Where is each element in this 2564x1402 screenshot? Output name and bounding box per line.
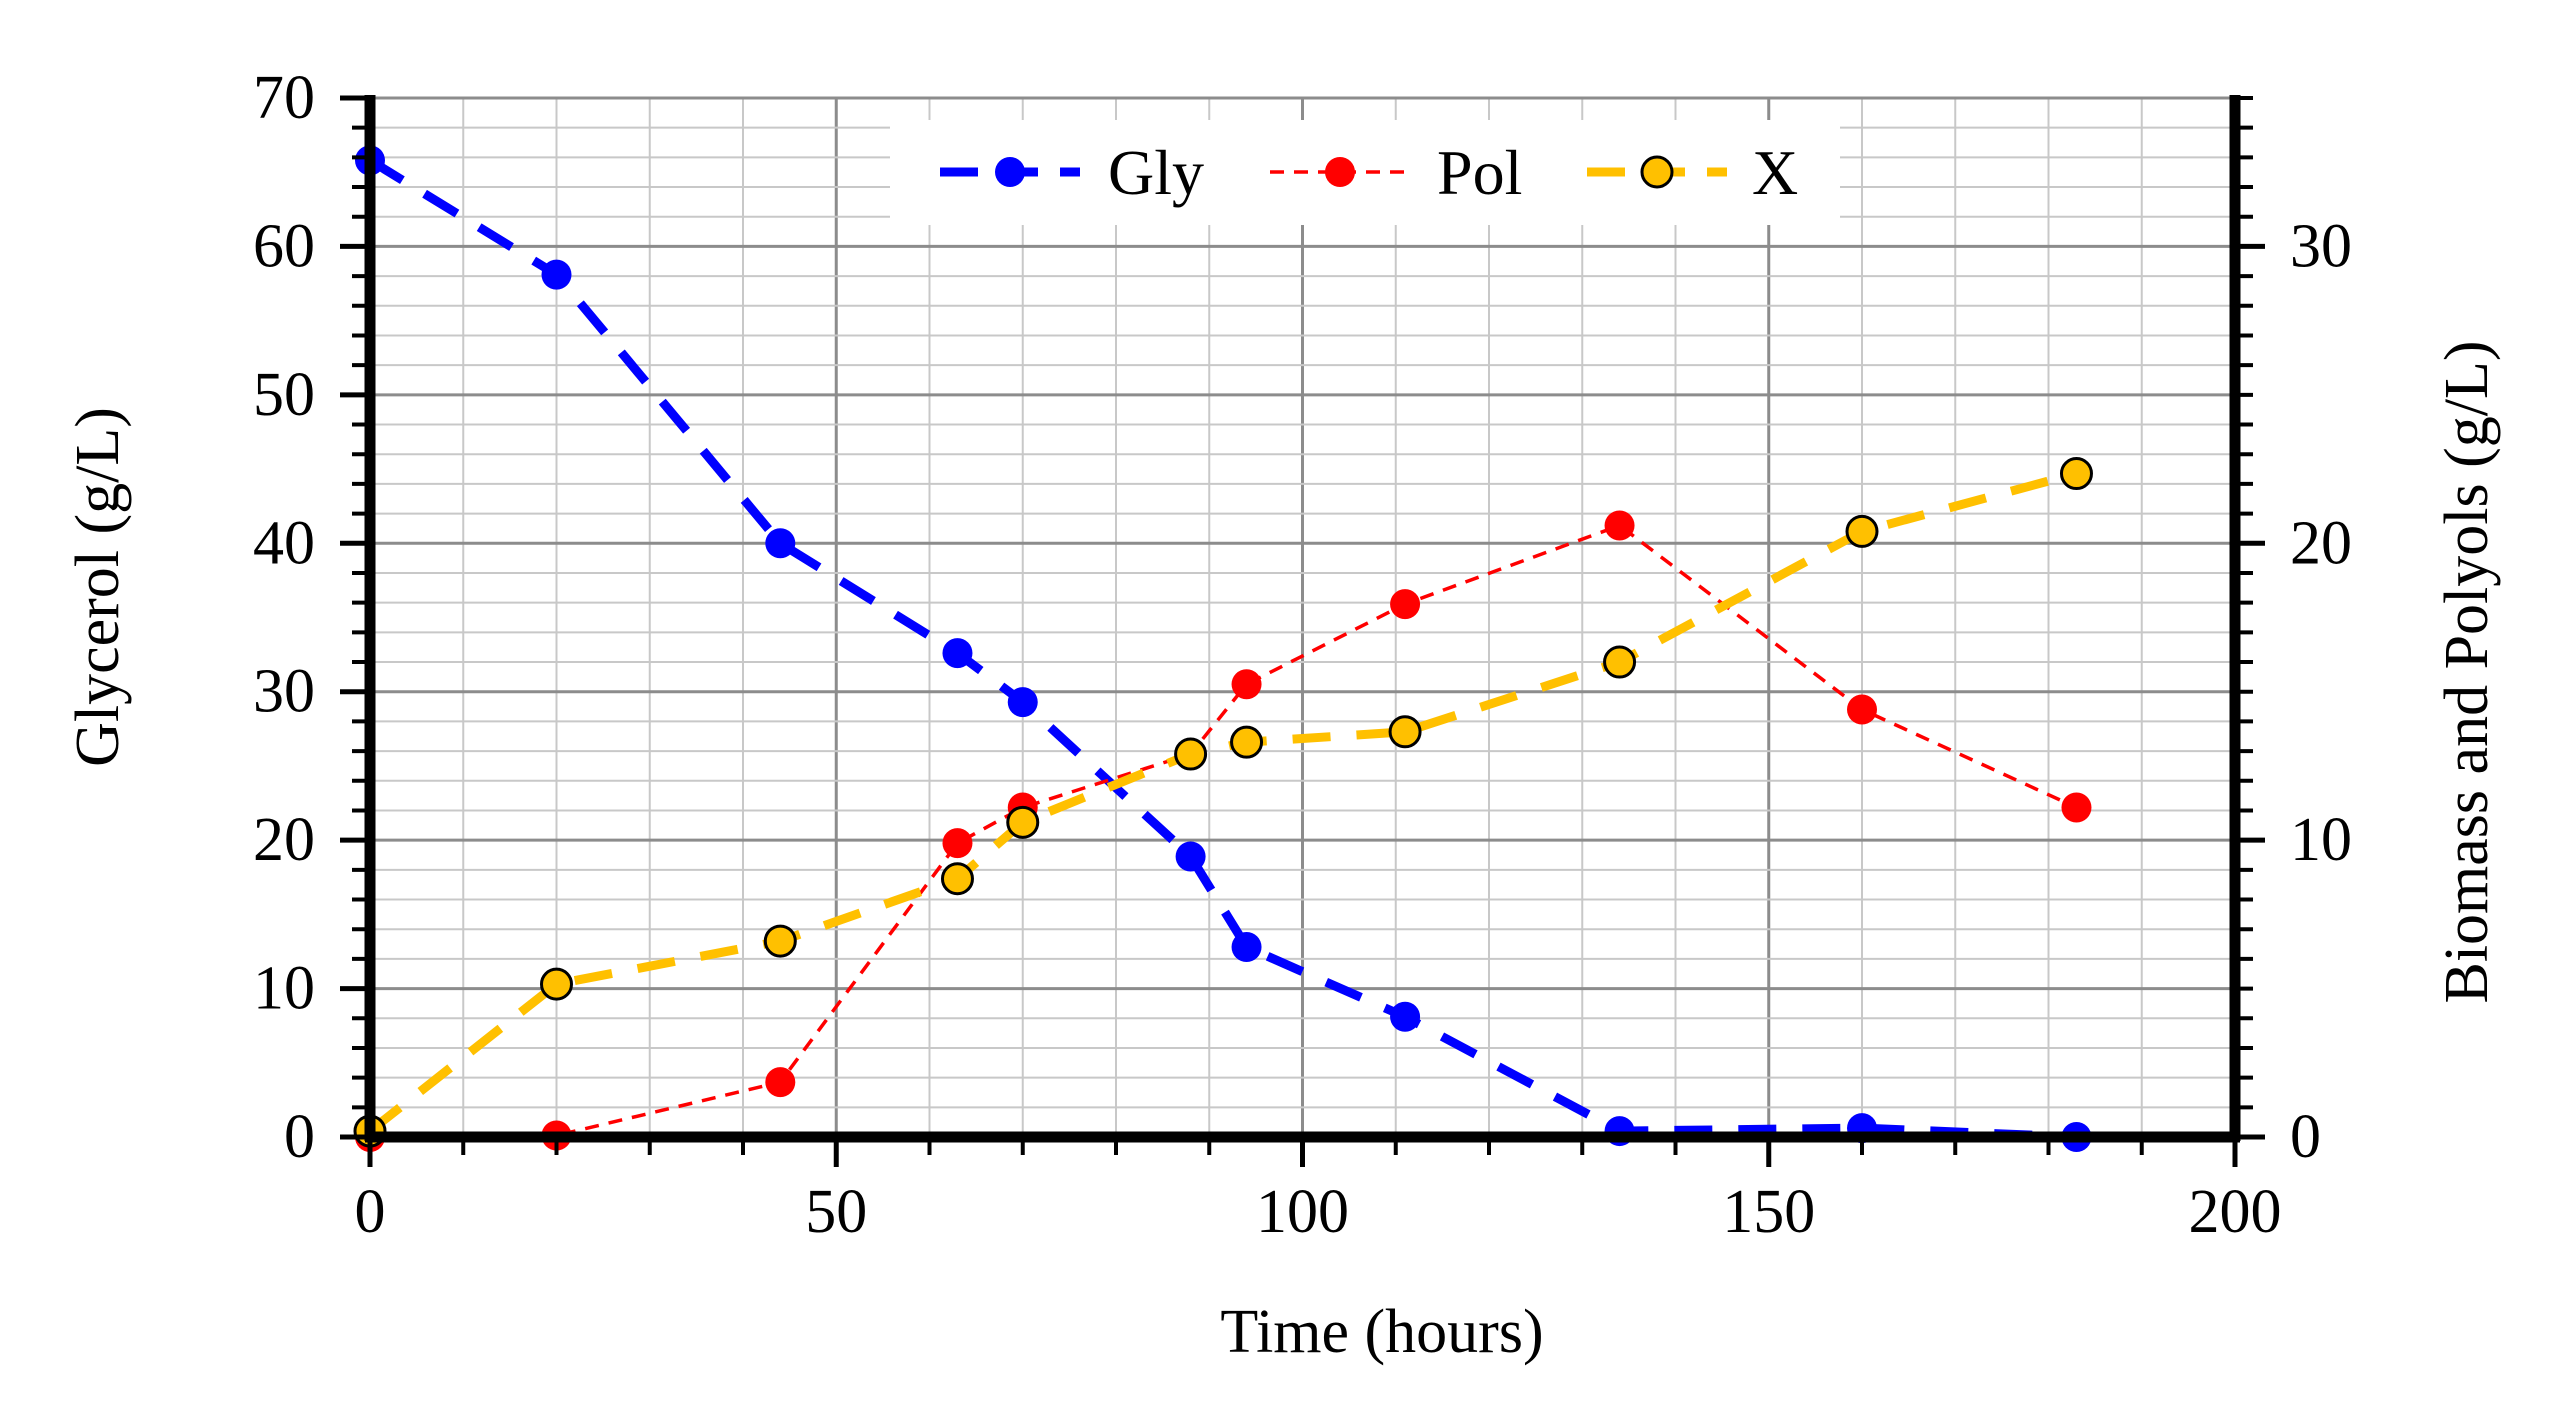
data-point-gly bbox=[1390, 1001, 1421, 1032]
data-point-pol bbox=[2061, 792, 2092, 823]
y-left-tick-label: 40 bbox=[253, 509, 315, 577]
data-point-x bbox=[940, 862, 974, 896]
data-point-gly bbox=[1231, 932, 1262, 963]
data-point-pol bbox=[1390, 589, 1421, 620]
x-axis-title: Time (hours) bbox=[1220, 1298, 1543, 1366]
grid bbox=[368, 96, 2237, 1139]
data-point-x bbox=[540, 967, 573, 1001]
y-right-tick-label: 20 bbox=[2290, 509, 2352, 577]
y-left-tick-label: 60 bbox=[253, 212, 315, 280]
legend-label-pol: Pol bbox=[1437, 137, 1522, 208]
data-point-gly bbox=[1175, 841, 1206, 872]
data-point-gly bbox=[541, 259, 572, 290]
y-left-tick-label: 20 bbox=[253, 806, 315, 874]
y-right-tick-label: 30 bbox=[2290, 212, 2352, 280]
tick-labels: 0 10 20 30 40 50 60 70 0 10 20 30 0 50 100 150 200 bbox=[253, 64, 2352, 1246]
data-point-pol bbox=[765, 1067, 796, 1098]
legend-marker-gly bbox=[995, 157, 1025, 187]
legend-marker-pol bbox=[1325, 157, 1355, 187]
y-left-tick-label: 30 bbox=[253, 658, 315, 726]
legend-label-x: X bbox=[1752, 137, 1798, 208]
data-point-x bbox=[1006, 805, 1040, 839]
data-point-gly bbox=[942, 638, 973, 669]
data-point-x bbox=[1230, 725, 1264, 759]
x-tick-label: 0 bbox=[355, 1178, 386, 1246]
data-point-pol bbox=[942, 828, 973, 859]
legend-label-gly: Gly bbox=[1108, 137, 1204, 208]
y-right-tick-label: 0 bbox=[2290, 1103, 2321, 1171]
y-left-tick-label: 50 bbox=[253, 361, 315, 429]
data-point-x bbox=[1388, 715, 1422, 749]
y-left-tick-label: 70 bbox=[253, 64, 315, 132]
data-point-gly bbox=[1007, 687, 1038, 718]
x-tick-label: 50 bbox=[805, 1178, 867, 1246]
data-point-x bbox=[1845, 514, 1879, 548]
data-point-x bbox=[2059, 457, 2093, 491]
y-axis-left-title: Glycerol (g/L) bbox=[64, 407, 132, 767]
y-left-tick-label: 0 bbox=[284, 1103, 315, 1171]
data-point-pol bbox=[1604, 510, 1635, 541]
legend-marker-x bbox=[1640, 155, 1674, 189]
y-left-tick-label: 10 bbox=[253, 955, 315, 1023]
data-point-pol bbox=[1231, 669, 1262, 700]
series-layer bbox=[353, 145, 2093, 1152]
data-point-gly bbox=[765, 528, 796, 559]
y-right-tick-label: 10 bbox=[2290, 806, 2352, 874]
y-axis-right-title: Biomass and Polyols (g/L) bbox=[2433, 340, 2501, 1003]
series-line-gly bbox=[367, 156, 2077, 1142]
x-tick-label: 200 bbox=[2189, 1178, 2282, 1246]
data-point-x bbox=[763, 924, 797, 958]
data-point-x bbox=[1174, 737, 1208, 771]
data-point-pol bbox=[1847, 694, 1877, 725]
x-tick-label: 100 bbox=[1256, 1178, 1349, 1246]
series-line-pol bbox=[369, 523, 2078, 1139]
x-tick-label: 150 bbox=[1722, 1178, 1815, 1246]
legend: Gly Pol X bbox=[890, 120, 1840, 225]
data-point-x bbox=[1603, 645, 1637, 679]
plot-frame bbox=[340, 95, 2265, 1167]
